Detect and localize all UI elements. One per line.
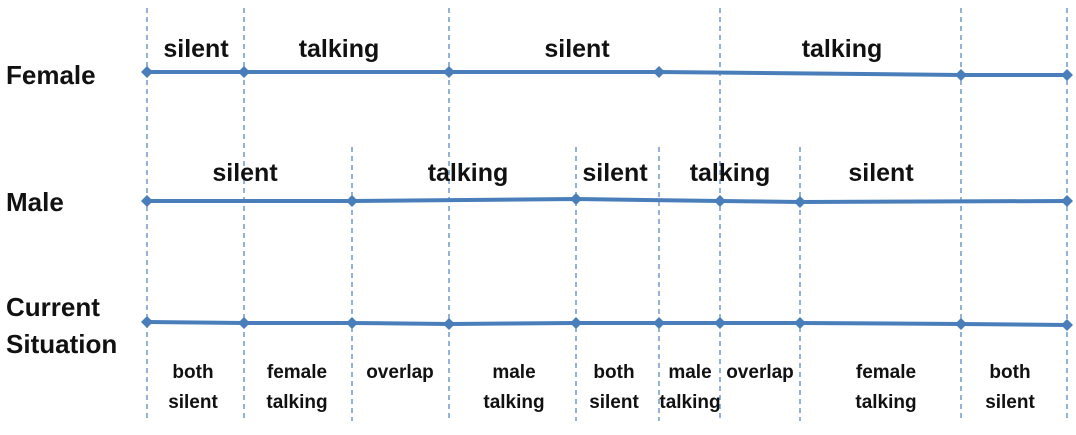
segment-label-female-0: silent <box>163 35 229 63</box>
timeline-rows: Female silent talking silent talking Male sile… <box>6 35 1073 413</box>
boundary-marker-current-situation-9 <box>1061 319 1073 331</box>
situation-label-5-line-0: male <box>668 362 711 383</box>
situation-label-1-line-0: female <box>267 362 327 383</box>
boundary-marker-current-situation-0 <box>141 316 153 328</box>
boundary-marker-current-situation-6 <box>714 317 726 329</box>
situation-label-0-line-0: both <box>172 362 213 383</box>
boundary-marker-male-2 <box>570 193 582 205</box>
time-boundary-guides <box>146 8 1068 421</box>
row-label-male: Male <box>6 187 64 217</box>
situation-label-1-line-1: talking <box>266 392 327 413</box>
situation-label-7-line-0: female <box>856 362 916 383</box>
boundary-marker-male-3 <box>714 195 726 207</box>
boundary-marker-female-1 <box>238 66 250 78</box>
situation-label-2-line-0: overlap <box>366 362 434 383</box>
row-label-current-situation-line-0: Current <box>6 292 100 322</box>
situation-label-6-line-0: overlap <box>726 362 794 383</box>
boundary-marker-current-situation-2 <box>346 317 358 329</box>
segment-label-male-4: silent <box>848 159 914 187</box>
boundary-marker-female-4 <box>955 69 967 81</box>
segment-label-female-2: silent <box>544 35 610 63</box>
situation-label-3-line-1: talking <box>483 392 544 413</box>
situation-label-8-line-0: both <box>989 362 1030 383</box>
boundary-marker-female-3 <box>653 66 665 78</box>
row-current-situation: Current Situation both silent female talking o… <box>6 292 1073 413</box>
row-male: Male silent talking silent talking silent <box>6 159 1073 217</box>
situation-label-3-line-0: male <box>492 362 535 383</box>
boundary-marker-current-situation-5 <box>653 317 665 329</box>
boundary-marker-female-0 <box>141 66 153 78</box>
boundary-marker-male-0 <box>141 195 153 207</box>
situation-label-4-line-1: silent <box>589 392 639 413</box>
boundary-marker-current-situation-7 <box>794 317 806 329</box>
situation-label-0-line-1: silent <box>168 392 218 413</box>
boundary-marker-current-situation-4 <box>570 317 582 329</box>
segment-label-female-1: talking <box>299 35 380 63</box>
boundary-marker-current-situation-3 <box>443 318 455 330</box>
boundary-marker-current-situation-1 <box>238 317 250 329</box>
situation-label-5-line-1: talking <box>659 392 720 413</box>
segment-label-male-3: talking <box>690 159 771 187</box>
row-female: Female silent talking silent talking <box>6 35 1073 90</box>
timeline-line-female <box>147 70 1067 77</box>
boundary-marker-male-4 <box>794 196 806 208</box>
situation-label-7-line-1: talking <box>855 392 916 413</box>
boundary-marker-male-1 <box>346 195 358 207</box>
boundary-marker-female-2 <box>443 66 455 78</box>
segment-label-male-2: silent <box>582 159 648 187</box>
segment-label-female-3: talking <box>802 35 883 63</box>
timeline-line-male <box>147 196 1068 205</box>
situation-label-8-line-1: silent <box>985 392 1035 413</box>
row-label-current-situation-line-1: Situation <box>6 329 117 359</box>
timeline-line-current-situation <box>146 320 1068 327</box>
row-label-female: Female <box>6 60 96 90</box>
segment-label-male-1: talking <box>428 159 509 187</box>
boundary-marker-current-situation-8 <box>955 318 967 330</box>
boundary-marker-male-5 <box>1061 195 1073 207</box>
boundary-marker-female-5 <box>1061 69 1073 81</box>
situation-label-4-line-0: both <box>593 362 634 383</box>
segment-label-male-0: silent <box>212 159 278 187</box>
